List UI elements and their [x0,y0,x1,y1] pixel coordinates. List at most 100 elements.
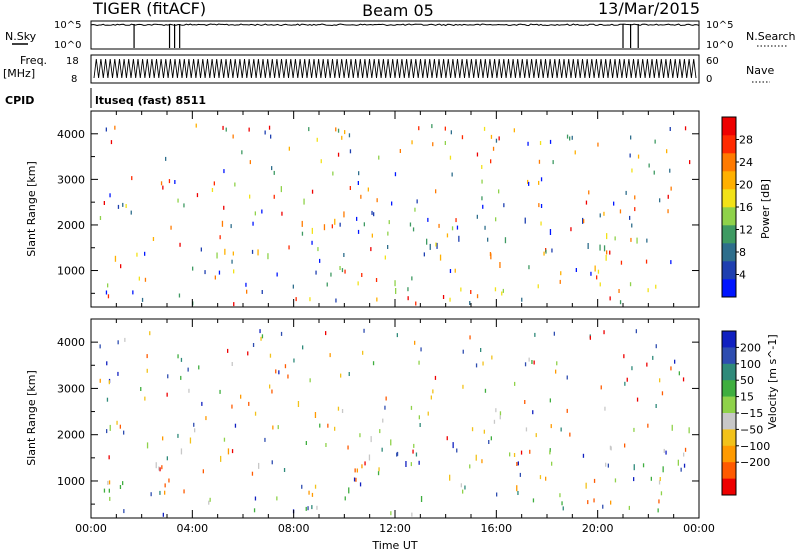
power-colorbar-label-1: 8 [739,246,746,259]
power-colorbar-label-3: 16 [739,201,753,214]
freq-unit: [MHz] [3,67,35,80]
velocity-echo-region-5 [405,442,454,467]
power-echo-region-0 [114,248,269,262]
velocity-ylabel: Slant Range [km] [25,370,38,466]
velocity-echoes [99,328,690,517]
power-colorbar-label-4: 20 [739,179,753,192]
power-colorbar-swatch-1 [722,261,736,280]
velocity-x-axis: 00:00 04:00 08:00 12:00 16:00 20:00 00:00 [75,319,715,535]
nave-label: Nave [746,64,774,77]
power-colorbar-label-2: 12 [739,224,753,237]
power-colorbar-label: Power [dB] [759,179,772,239]
velocity-colorbar-swatch-5 [722,413,736,430]
freq-tick-top: 18 [66,56,79,67]
cpid-label: CPID [5,94,34,107]
power-colorbar-swatch-4 [722,207,736,226]
power-y-axis: 1000 2000 3000 4000 [57,110,699,294]
velocity-colorbar-label-7: −200 [740,456,770,469]
velocity-sparse-echoes [99,328,687,517]
title-left: TIGER (fitACF) [92,0,206,18]
velocity-colorbar-label-2: 50 [740,374,754,387]
power-colorbar-swatch-0 [722,279,736,298]
velocity-colorbar: 200 100 50 15 −15 −50 −100 −200 [721,330,770,496]
power-echoes [99,123,691,307]
velocity-y-axis: 1000 2000 3000 4000 [57,318,699,505]
power-x-axis [90,111,700,307]
velocity-colorbar-swatch-2 [722,363,736,381]
title-right: 13/Mar/2015 [598,0,700,18]
power-colorbar-swatch-7 [722,153,736,172]
nsky-label: N.Sky [5,30,37,43]
title-center: Beam 05 [362,1,434,20]
velocity-echo-region-6 [449,454,477,481]
velocity-xtick-label-3: 12:00 [379,522,411,535]
velocity-ytick-label-1: 2000 [57,429,85,442]
power-echo-region-8 [599,233,638,261]
velocity-ytick-label-2: 3000 [57,382,85,395]
velocity-echo-region-4 [348,487,423,502]
nave-tick-bottom: 0 [706,74,712,85]
nsearch-label: N.Search [746,30,796,43]
power-colorbar: 4 8 12 16 20 24 28 [721,116,753,298]
velocity-colorbar-label-1: 100 [740,358,761,371]
velocity-ytick-label-3: 4000 [57,336,85,349]
power-colorbar-swatch-3 [722,225,736,244]
velocity-echo-region-8 [633,424,690,473]
velocity-colorbar-swatch-1 [722,347,736,365]
nsearch-tick-bottom: 10^0 [706,40,733,51]
freq-strip-frame [90,54,700,84]
power-ytick-label-1: 2000 [57,219,85,232]
nsky-tick-bottom: 10^0 [54,40,81,51]
nsky-trace [90,23,700,48]
velocity-colorbar-swatch-7 [722,445,736,463]
velocity-frame [90,318,700,519]
freq-trace [93,58,697,79]
velocity-xtick-label-2: 08:00 [278,522,310,535]
power-echo-region-7 [426,217,606,252]
power-echo-region-1 [221,220,326,234]
velocity-ytick-label-0: 1000 [57,475,85,488]
velocity-xtick-label-4: 16:00 [480,522,512,535]
velocity-panel: 1000 2000 3000 4000 00:00 04:00 08:00 12:00 16:… [25,318,779,552]
velocity-colorbar-swatch-3 [722,380,736,397]
nsky-line [90,23,700,27]
cpid-value: ltuseq (fast) 8511 [95,94,206,107]
power-ytick-label-2: 3000 [57,173,85,186]
nsearch-tick-top: 10^5 [706,20,733,31]
velocity-colorbar-label-0: 200 [740,341,761,354]
power-panel: 1000 2000 3000 4000 Slant Range [km] 4 8 12 16… [25,110,772,308]
velocity-echo-region-7 [516,482,587,492]
velocity-colorbar-swatch-0 [722,331,736,348]
velocity-echo-region-2 [297,401,317,418]
velocity-colorbar-label: Velocity [m s^-1] [766,334,779,429]
power-sparse-echoes [99,123,691,307]
nsky-strip-frame [90,20,700,50]
power-colorbar-swatch-5 [722,189,736,208]
nave-tick-top: 60 [706,56,719,67]
velocity-colorbar-label-4: −15 [740,407,763,420]
freq-line [93,58,697,79]
power-ylabel: Slant Range [km] [25,161,38,257]
velocity-xtick-label-0: 00:00 [75,522,107,535]
power-echo-region-5 [439,253,492,261]
velocity-colorbar-swatch-6 [722,429,736,447]
power-colorbar-label-0: 4 [739,269,746,282]
velocity-colorbar-swatch-9 [722,478,736,496]
power-colorbar-swatch-8 [722,135,736,154]
velocity-colorbar-swatch-4 [722,396,736,414]
velocity-colorbar-label-3: 15 [740,391,754,404]
power-colorbar-swatch-9 [722,117,736,136]
nsky-tick-top: 10^5 [54,20,81,31]
power-colorbar-label-5: 24 [739,156,753,169]
power-echo-region-3 [334,211,345,225]
velocity-xtick-label-5: 20:00 [582,522,614,535]
power-colorbar-swatch-2 [722,243,736,262]
velocity-colorbar-swatch-8 [722,462,736,479]
power-ytick-label-3: 4000 [57,128,85,141]
freq-label: Freq. [20,54,47,67]
velocity-xtick-label-1: 04:00 [176,522,208,535]
velocity-colorbar-label-6: −100 [740,440,770,453]
velocity-echo-region-3 [368,436,392,461]
